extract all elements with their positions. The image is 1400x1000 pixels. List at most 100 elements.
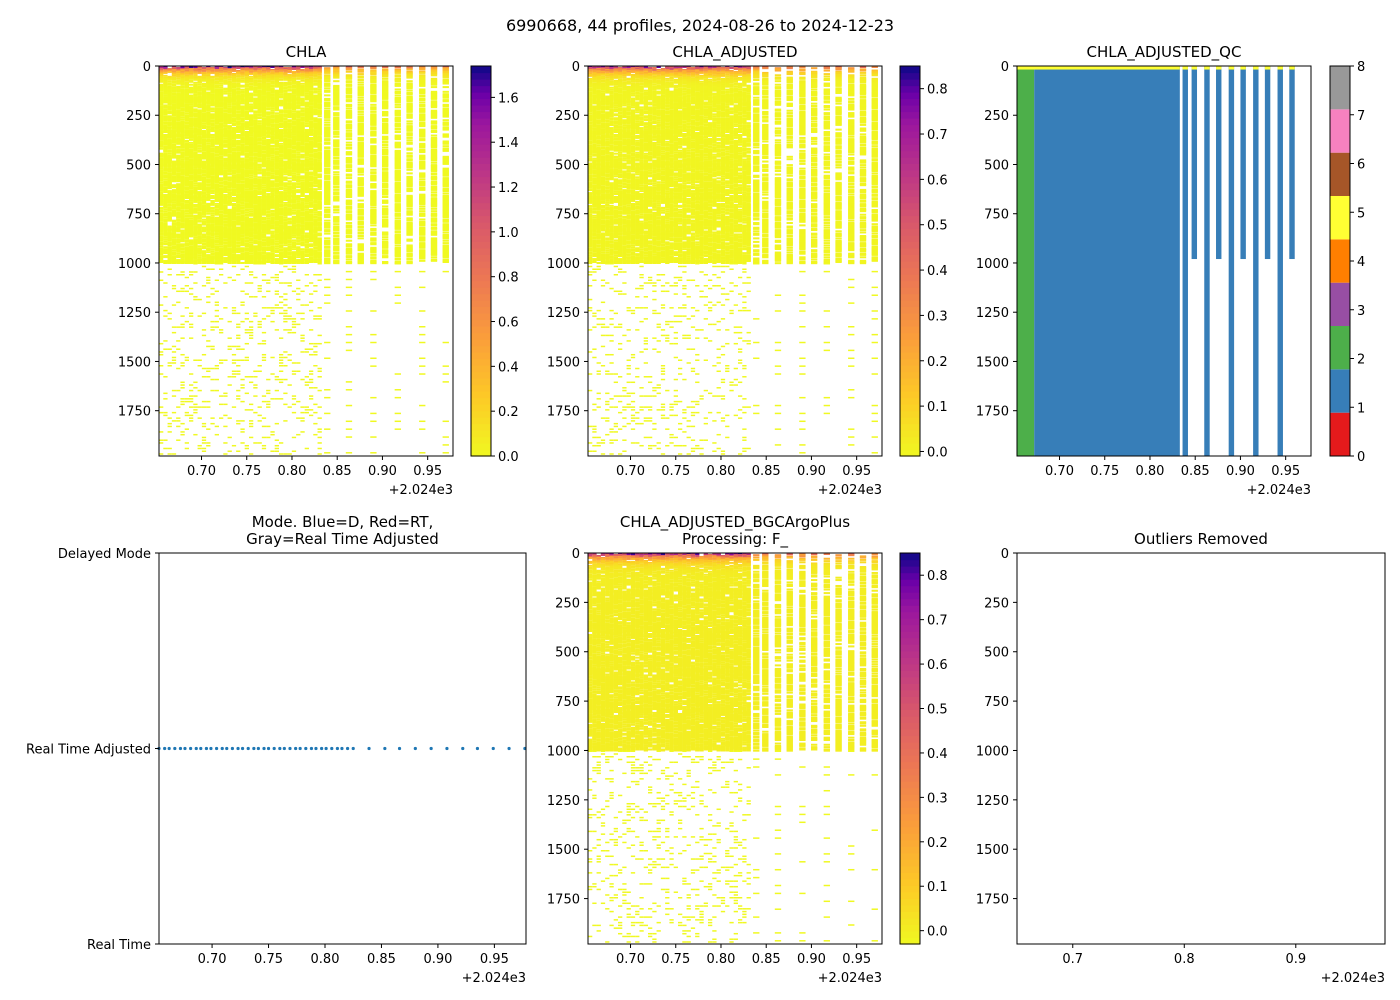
profile-cell bbox=[236, 370, 241, 373]
profile-cell bbox=[231, 86, 237, 89]
profile-cell bbox=[206, 210, 211, 213]
profile-cell bbox=[248, 134, 254, 137]
profile-cell bbox=[206, 370, 211, 373]
profile-cell bbox=[240, 400, 245, 403]
profile-cell bbox=[270, 125, 275, 128]
profile-cell bbox=[184, 184, 189, 187]
profile-cell bbox=[257, 342, 262, 345]
profile-cell bbox=[188, 243, 194, 246]
profile-cell bbox=[167, 431, 172, 433]
profile-cell bbox=[231, 353, 237, 356]
profile-cell bbox=[231, 309, 237, 312]
profile-cell bbox=[236, 75, 241, 78]
profile-cell bbox=[270, 78, 275, 81]
profile-cell bbox=[223, 167, 228, 170]
profile-cell bbox=[270, 214, 275, 217]
profile-cell bbox=[201, 442, 207, 444]
profile-cell bbox=[253, 384, 258, 386]
profile-cell bbox=[270, 230, 275, 233]
profile-cell bbox=[270, 222, 275, 225]
profile-cell bbox=[201, 196, 207, 199]
profile-cell bbox=[163, 439, 168, 441]
profile-cell bbox=[206, 444, 211, 447]
profile-cell bbox=[201, 66, 207, 69]
profile-cell bbox=[261, 239, 267, 242]
profile-cell bbox=[159, 351, 164, 353]
profile-cell bbox=[167, 124, 172, 127]
profile-cell bbox=[163, 106, 168, 109]
profile-cell bbox=[163, 143, 168, 146]
profile-cell bbox=[223, 221, 228, 224]
profile-cell bbox=[171, 356, 177, 359]
profile-cell bbox=[274, 153, 279, 156]
profile-cell bbox=[171, 191, 177, 194]
profile-cell bbox=[257, 114, 262, 117]
profile-cell bbox=[248, 376, 254, 378]
profile-cell bbox=[180, 66, 185, 68]
profile-cell bbox=[231, 261, 237, 264]
profile-cell bbox=[261, 186, 267, 189]
profile-cell bbox=[248, 337, 254, 339]
profile-cell bbox=[197, 256, 202, 259]
profile-cell bbox=[257, 442, 262, 444]
profile-cell bbox=[171, 101, 177, 104]
profile-cell bbox=[218, 161, 224, 164]
profile-cell bbox=[218, 261, 224, 263]
profile-cell bbox=[231, 218, 237, 221]
profile-cell bbox=[257, 164, 262, 167]
profile-cell bbox=[197, 260, 202, 263]
profile-cell bbox=[227, 73, 232, 76]
profile-cell bbox=[201, 171, 207, 174]
profile-cell bbox=[163, 113, 168, 116]
profile-cell bbox=[244, 249, 249, 252]
profile-cell bbox=[163, 236, 168, 239]
profile-cell bbox=[176, 66, 181, 69]
profile-cell bbox=[218, 208, 224, 211]
profile-cell bbox=[206, 268, 211, 270]
profile-cell bbox=[218, 274, 224, 276]
profile-cell bbox=[261, 182, 267, 185]
profile-cell bbox=[197, 315, 202, 317]
profile-cell bbox=[223, 236, 228, 239]
profile-cell bbox=[201, 261, 207, 264]
profile-cell bbox=[227, 348, 232, 350]
profile-cell bbox=[253, 296, 258, 298]
profile-cell bbox=[201, 439, 207, 441]
profile-cell bbox=[206, 212, 211, 215]
profile-cell bbox=[218, 99, 224, 102]
profile-cell bbox=[214, 191, 219, 194]
profile-cell bbox=[240, 102, 245, 105]
profile-cell bbox=[159, 439, 164, 441]
profile-cell bbox=[171, 84, 177, 87]
profile-cell bbox=[261, 93, 267, 96]
profile-cell bbox=[171, 285, 177, 287]
profile-cell bbox=[253, 111, 258, 114]
profile-cell bbox=[201, 236, 207, 239]
profile-cell bbox=[188, 417, 194, 419]
profile-cell bbox=[261, 331, 267, 334]
profile-cell bbox=[261, 342, 267, 345]
profile-cell bbox=[210, 378, 215, 381]
profile-cell bbox=[240, 204, 245, 207]
profile-cell bbox=[248, 188, 254, 191]
profile-cell bbox=[210, 134, 215, 137]
profile-cell bbox=[227, 245, 232, 248]
profile-cell bbox=[163, 94, 168, 97]
profile-cell bbox=[261, 99, 267, 102]
profile-cell bbox=[180, 166, 185, 169]
profile-cell bbox=[201, 243, 207, 246]
profile-cell bbox=[240, 359, 245, 361]
profile-cell bbox=[218, 362, 224, 364]
profile-cell bbox=[193, 110, 198, 113]
profile-cell bbox=[201, 450, 207, 452]
profile-cell bbox=[266, 406, 271, 408]
profile-cell bbox=[244, 74, 249, 77]
profile-cell bbox=[257, 262, 262, 265]
profile-cell bbox=[257, 285, 262, 287]
profile-cell bbox=[257, 139, 262, 142]
profile-cell bbox=[163, 348, 168, 350]
profile-cell bbox=[171, 156, 177, 159]
profile-cell bbox=[159, 67, 164, 70]
profile-cell bbox=[184, 290, 189, 293]
profile-cell bbox=[163, 252, 168, 255]
